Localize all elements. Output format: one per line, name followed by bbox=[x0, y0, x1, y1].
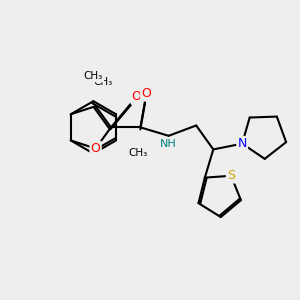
Text: S: S bbox=[227, 169, 235, 182]
Text: CH₃: CH₃ bbox=[128, 148, 147, 158]
Text: CH₃: CH₃ bbox=[84, 71, 103, 81]
Text: N: N bbox=[238, 137, 247, 150]
Text: O: O bbox=[141, 87, 151, 101]
Text: O: O bbox=[132, 90, 142, 103]
Text: CH₃: CH₃ bbox=[94, 77, 113, 88]
Text: O: O bbox=[91, 142, 100, 155]
Text: NH: NH bbox=[160, 139, 177, 149]
